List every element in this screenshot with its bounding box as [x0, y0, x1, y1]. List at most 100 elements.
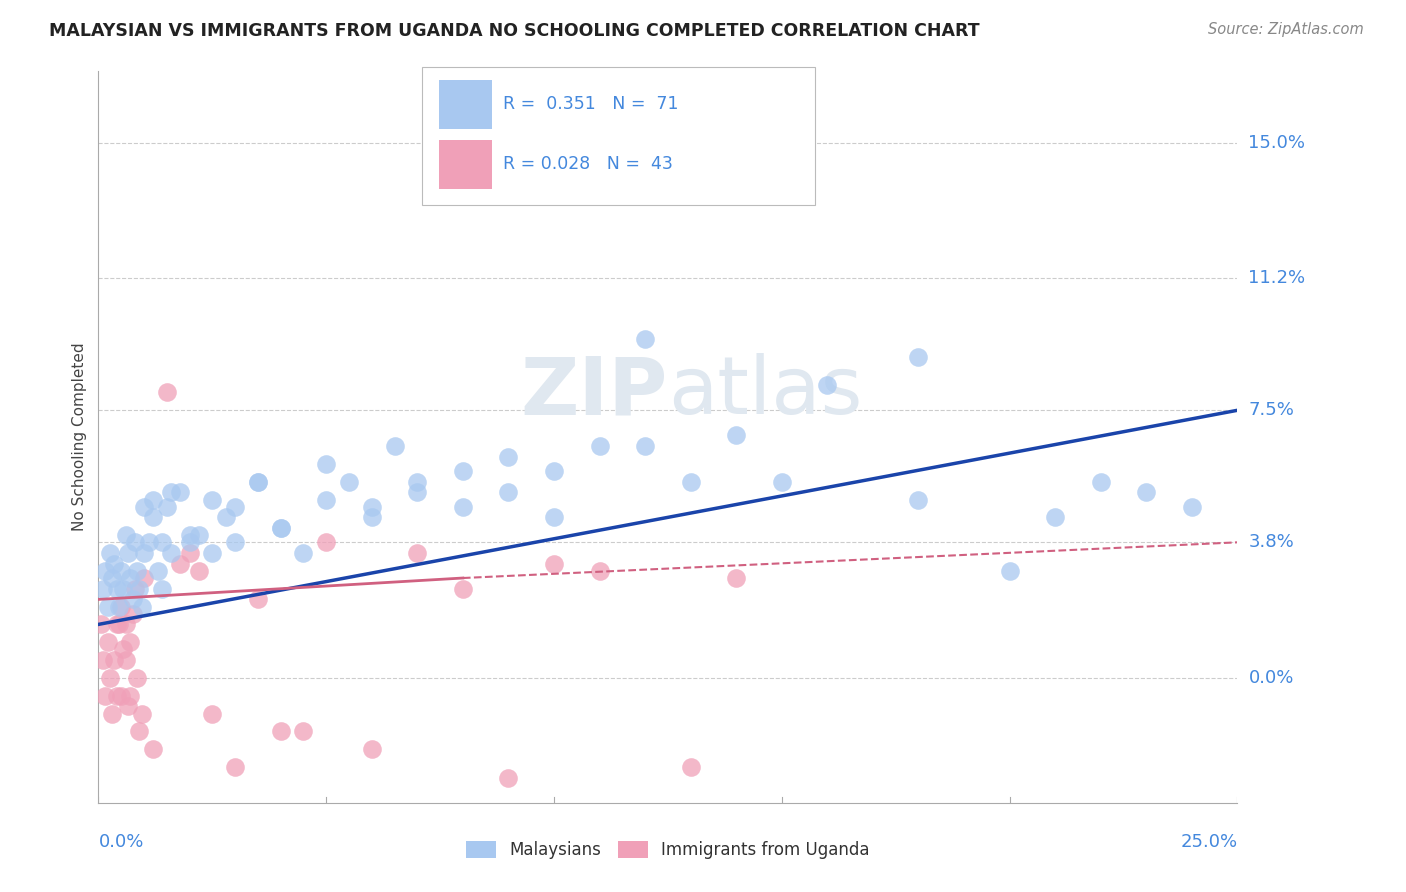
Point — [224, 760, 246, 774]
Point — [132, 546, 155, 560]
Point — [108, 617, 131, 632]
Point — [120, 689, 142, 703]
Text: R = 0.028   N =  43: R = 0.028 N = 43 — [503, 155, 673, 173]
Point — [179, 535, 201, 549]
Point — [101, 571, 124, 585]
Point — [315, 535, 337, 549]
Point — [105, 582, 128, 596]
Point — [634, 332, 657, 346]
Point — [142, 742, 165, 756]
Point — [315, 457, 337, 471]
Point — [451, 464, 474, 478]
Point — [91, 582, 114, 596]
Text: 15.0%: 15.0% — [1249, 134, 1305, 152]
Point — [146, 564, 169, 578]
Point — [127, 564, 149, 578]
Point — [150, 535, 173, 549]
Point — [224, 500, 246, 514]
Point — [634, 439, 657, 453]
Point — [96, 599, 118, 614]
Point — [117, 699, 139, 714]
Point — [114, 653, 136, 667]
Text: 7.5%: 7.5% — [1249, 401, 1295, 419]
Point — [105, 689, 128, 703]
Point — [156, 500, 179, 514]
Point — [142, 492, 165, 507]
Point — [201, 492, 224, 507]
Point — [105, 617, 128, 632]
Text: 0.0%: 0.0% — [1249, 669, 1294, 687]
Point — [108, 599, 131, 614]
Point — [588, 439, 610, 453]
Point — [124, 582, 146, 596]
Point — [588, 564, 610, 578]
Point — [270, 521, 292, 535]
Point — [406, 546, 429, 560]
Point — [156, 385, 179, 400]
Point — [815, 378, 838, 392]
Point — [451, 500, 474, 514]
Text: 25.0%: 25.0% — [1180, 833, 1237, 851]
Point — [94, 689, 117, 703]
Point — [679, 760, 702, 774]
Point — [384, 439, 406, 453]
Point — [498, 771, 520, 785]
Point — [270, 724, 292, 739]
Point — [112, 582, 135, 596]
Point — [292, 546, 315, 560]
Point — [498, 450, 520, 464]
Point — [96, 635, 118, 649]
Point — [292, 724, 315, 739]
Point — [1181, 500, 1204, 514]
Point — [907, 350, 929, 364]
Point — [169, 485, 191, 500]
Point — [406, 475, 429, 489]
Point — [360, 742, 382, 756]
Point — [201, 546, 224, 560]
Point — [114, 617, 136, 632]
Point — [142, 510, 165, 524]
Point — [169, 557, 191, 571]
Point — [360, 500, 382, 514]
Point — [160, 546, 183, 560]
Point — [998, 564, 1021, 578]
Point — [215, 510, 238, 524]
Text: R =  0.351   N =  71: R = 0.351 N = 71 — [503, 95, 679, 113]
Point — [179, 528, 201, 542]
Point — [1090, 475, 1112, 489]
Point — [91, 653, 114, 667]
Point — [127, 671, 149, 685]
Text: MALAYSIAN VS IMMIGRANTS FROM UGANDA NO SCHOOLING COMPLETED CORRELATION CHART: MALAYSIAN VS IMMIGRANTS FROM UGANDA NO S… — [49, 22, 980, 40]
Point — [112, 642, 135, 657]
Point — [337, 475, 360, 489]
Point — [907, 492, 929, 507]
Point — [110, 689, 132, 703]
Text: 11.2%: 11.2% — [1249, 269, 1306, 287]
Point — [150, 582, 173, 596]
Point — [246, 475, 269, 489]
Point — [131, 599, 153, 614]
Point — [121, 607, 143, 621]
Text: ZIP: ZIP — [520, 353, 668, 432]
Point — [110, 564, 132, 578]
Point — [160, 485, 183, 500]
Point — [179, 546, 201, 560]
Point — [1135, 485, 1157, 500]
Point — [1043, 510, 1066, 524]
Point — [138, 535, 160, 549]
Point — [103, 557, 125, 571]
Point — [110, 599, 132, 614]
Point — [120, 571, 142, 585]
Text: 3.8%: 3.8% — [1249, 533, 1294, 551]
Point — [98, 546, 121, 560]
Point — [201, 706, 224, 721]
Point — [94, 564, 117, 578]
Point — [103, 653, 125, 667]
Text: Source: ZipAtlas.com: Source: ZipAtlas.com — [1208, 22, 1364, 37]
Point — [725, 428, 748, 442]
Point — [128, 582, 150, 596]
Point — [543, 557, 565, 571]
Legend: Malaysians, Immigrants from Uganda: Malaysians, Immigrants from Uganda — [458, 833, 877, 868]
Point — [315, 492, 337, 507]
Point — [679, 475, 702, 489]
